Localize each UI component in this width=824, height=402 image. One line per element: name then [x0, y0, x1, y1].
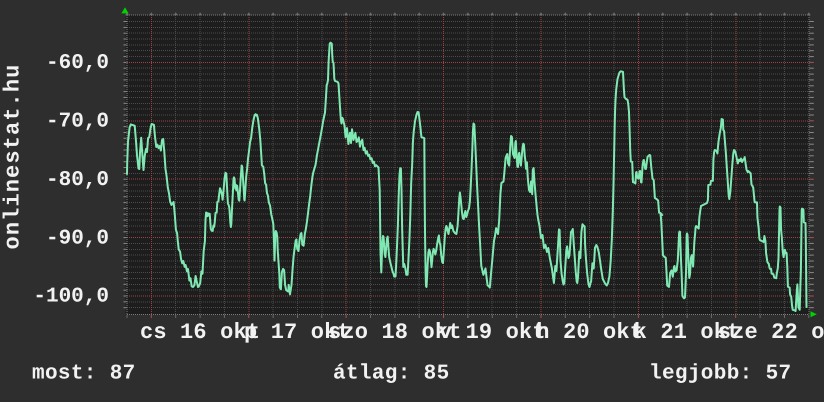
svg-text:szo 18 okt: szo 18 okt — [328, 320, 462, 345]
svg-text:sze 22 okt: sze 22 okt — [718, 320, 824, 345]
svg-text:k 21 okt: k 21 okt — [634, 320, 741, 345]
svg-text:onlinestat.hu: onlinestat.hu — [1, 64, 26, 250]
svg-text:-80,0: -80,0 — [46, 169, 109, 192]
svg-text:v 19 okt: v 19 okt — [439, 320, 546, 345]
svg-text:-60,0: -60,0 — [46, 52, 109, 75]
svg-text:legjobb: 57: legjobb: 57 — [649, 362, 791, 385]
svg-text:átlag: 85: átlag: 85 — [333, 362, 450, 385]
svg-text:h 20 okt: h 20 okt — [536, 320, 643, 345]
svg-text:-90,0: -90,0 — [46, 227, 109, 250]
svg-text:cs 16 okt: cs 16 okt — [140, 320, 260, 345]
svg-text:-70,0: -70,0 — [46, 111, 109, 134]
svg-text:-100,0: -100,0 — [33, 286, 109, 309]
svg-text:p 17 okt: p 17 okt — [244, 320, 351, 345]
svg-text:most: 87: most: 87 — [32, 362, 136, 385]
